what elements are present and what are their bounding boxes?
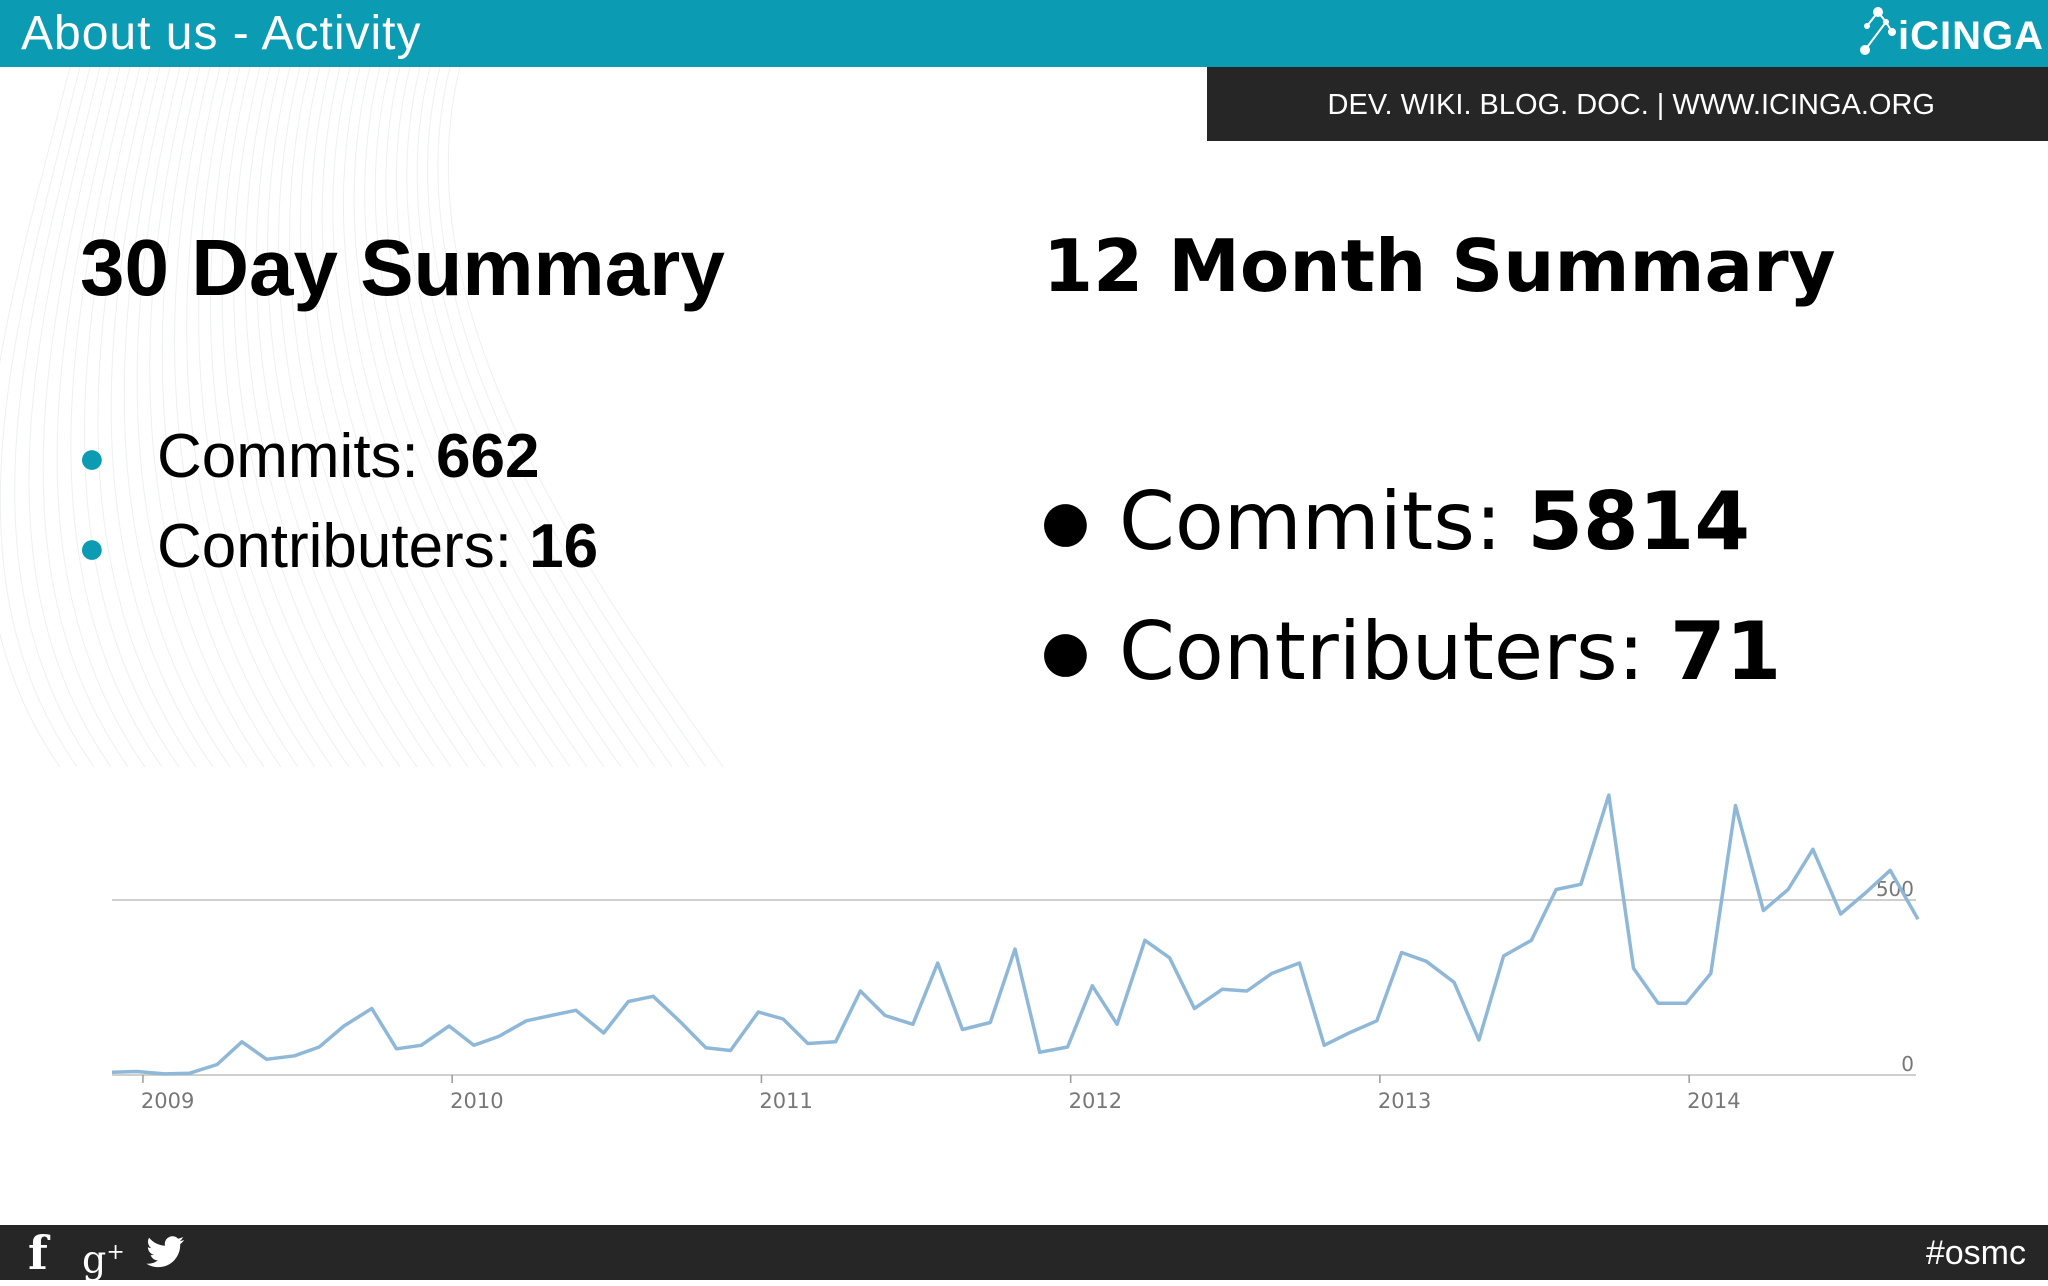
x-tick-label: 2013	[1378, 1089, 1431, 1113]
icinga-logo: iCINGA	[1858, 2, 2043, 64]
header-links[interactable]: DEV. WIKI. BLOG. DOC. | WWW.ICINGA.ORG	[1327, 89, 1935, 121]
facebook-icon[interactable]: f	[28, 1226, 48, 1280]
header-bar: About us - Activity iCINGA	[0, 0, 2048, 67]
x-tick-label: 2009	[141, 1089, 194, 1113]
contributers-label: Contributers:	[1119, 605, 1671, 698]
series-line	[111, 793, 1920, 1076]
bullet-icon: ●	[78, 521, 106, 573]
bullet-icon: ●	[1041, 489, 1090, 554]
list-item-commits-12: ● Commits: 5814	[1041, 470, 1781, 600]
hashtag: #osmc	[1925, 1234, 2026, 1272]
twitter-icon[interactable]	[146, 1235, 186, 1286]
summary-12-list: ● Commits: 5814 ● Contributers: 71	[1041, 470, 1781, 730]
y-tick-label: 0	[1901, 1052, 1914, 1076]
list-item-commits-30: ● Commits: 662	[78, 417, 598, 507]
bullet-icon: ●	[78, 431, 106, 483]
x-tick-label: 2010	[450, 1089, 503, 1113]
commits-label: Commits:	[157, 422, 436, 491]
commits-value: 662	[436, 422, 540, 491]
contributers-value: 16	[529, 512, 599, 581]
x-tick-label: 2012	[1069, 1089, 1122, 1113]
list-item-contributers-30: ● Contributers: 16	[78, 507, 598, 597]
footer-bar: f g+ #osmc	[0, 1225, 2048, 1282]
google-plus-icon[interactable]: g+	[82, 1237, 125, 1282]
heading-30-day-summary: 30 Day Summary	[80, 223, 725, 312]
heading-12-month-summary: 12 Month Summary	[1043, 224, 1836, 308]
background-wave-decoration	[0, 67, 724, 767]
commits-label: Commits:	[1119, 475, 1528, 568]
summary-30-list: ● Commits: 662 ● Contributers: 16	[78, 417, 598, 597]
x-tick-label: 2014	[1687, 1089, 1740, 1113]
links-bar: DEV. WIKI. BLOG. DOC. | WWW.ICINGA.ORG	[1207, 67, 2048, 141]
bullet-icon: ●	[1041, 619, 1090, 684]
contributers-label: Contributers:	[157, 512, 530, 581]
contributers-value: 71	[1670, 605, 1782, 698]
list-item-contributers-12: ● Contributers: 71	[1041, 600, 1781, 730]
logo-network-icon	[1860, 7, 1896, 55]
logo-text: iCINGA	[1898, 14, 2044, 58]
x-tick-label: 2011	[759, 1089, 812, 1113]
slide-title: About us - Activity	[21, 7, 422, 60]
commits-value: 5814	[1527, 475, 1750, 568]
